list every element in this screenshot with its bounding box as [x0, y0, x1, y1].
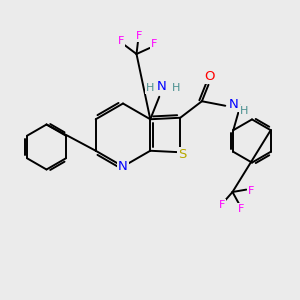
Text: F: F: [136, 31, 142, 41]
Text: N: N: [229, 98, 238, 111]
Text: H: H: [146, 83, 154, 93]
Text: O: O: [205, 70, 215, 83]
Text: H: H: [240, 106, 248, 116]
Text: H: H: [172, 83, 180, 93]
Text: F: F: [219, 200, 225, 210]
Text: F: F: [151, 39, 158, 50]
Text: S: S: [178, 148, 187, 161]
Text: N: N: [118, 160, 128, 173]
Text: F: F: [238, 203, 244, 214]
Text: F: F: [118, 36, 124, 46]
Text: F: F: [248, 185, 254, 196]
Text: N: N: [157, 80, 166, 93]
